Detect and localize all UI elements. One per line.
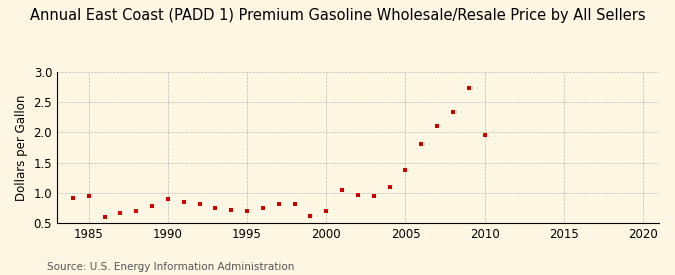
Y-axis label: Dollars per Gallon: Dollars per Gallon [15,94,28,201]
Text: Annual East Coast (PADD 1) Premium Gasoline Wholesale/Resale Price by All Seller: Annual East Coast (PADD 1) Premium Gasol… [30,8,645,23]
Text: Source: U.S. Energy Information Administration: Source: U.S. Energy Information Administ… [47,262,294,272]
